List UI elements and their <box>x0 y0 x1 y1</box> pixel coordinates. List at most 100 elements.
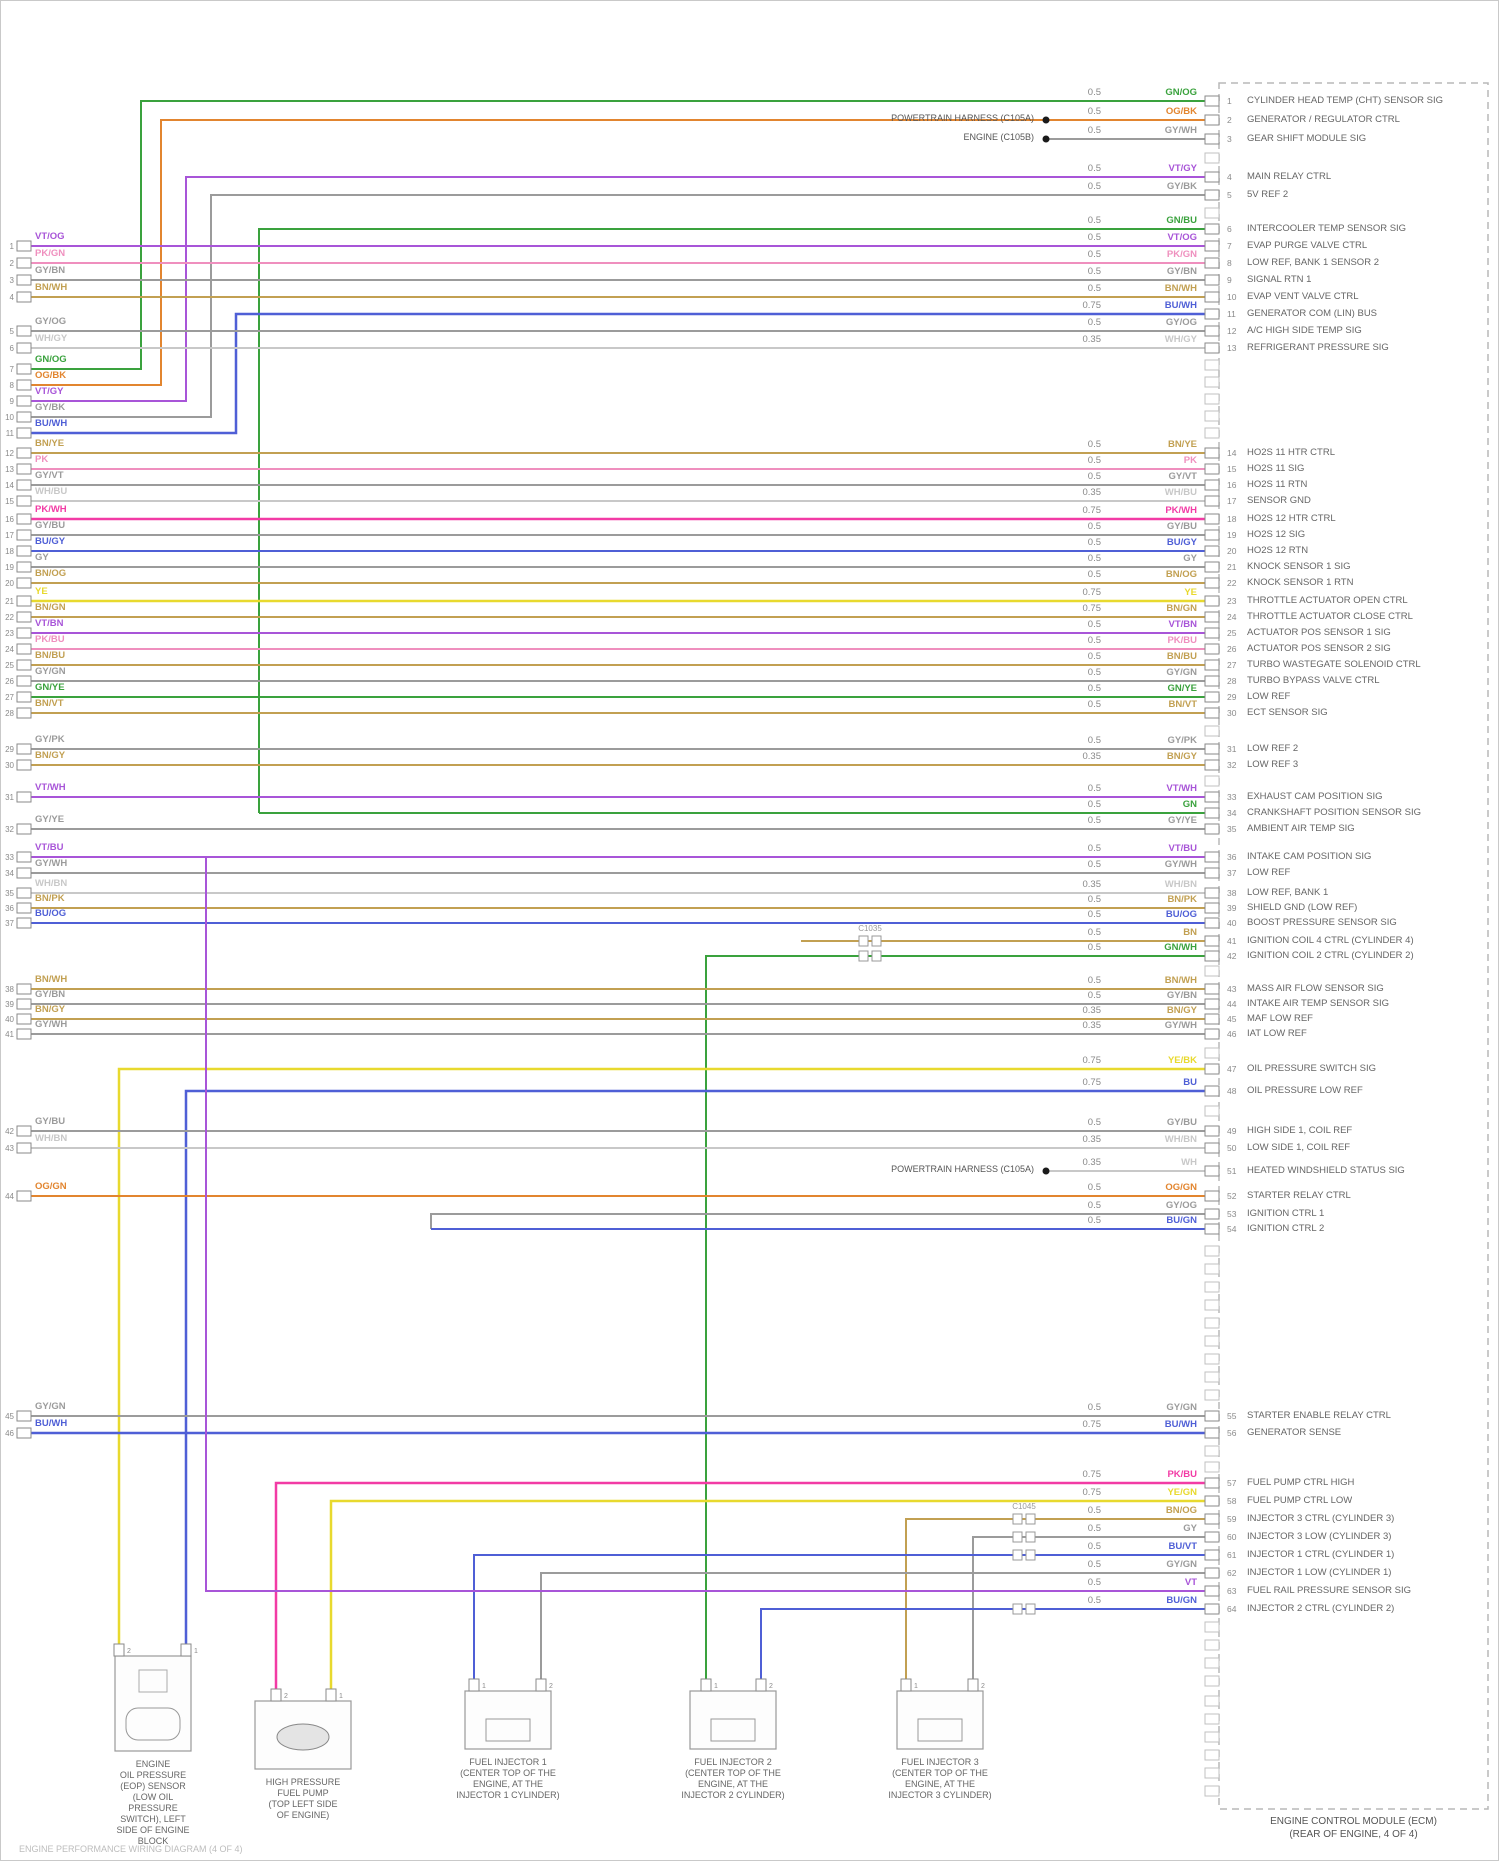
fuel-injector-1-caption: FUEL INJECTOR 1 (CENTER TOP OF THE ENGIN… <box>456 1757 560 1800</box>
eop-sensor-inner <box>138 1669 168 1693</box>
wire-gauge-label: 0.5 <box>1087 990 1101 1001</box>
ecm-pin <box>1204 95 1220 107</box>
pin-function-label: CYLINDER HEAD TEMP (CHT) SENSOR SIG <box>1247 95 1444 106</box>
ecm-spare-pin <box>1204 1353 1220 1365</box>
stub-wire-code-label: BN/VT <box>35 698 64 709</box>
stub-wire-code-label: GY/BK <box>35 402 66 413</box>
wire <box>430 1213 1205 1229</box>
ecm-pin-number: 62 <box>1227 1568 1237 1578</box>
pin-function-label: EXHAUST CAM POSITION SIG <box>1247 791 1383 802</box>
stub-wire-code-label: VT/BN <box>35 618 64 629</box>
hp-fuel-pump-element <box>276 1723 330 1751</box>
ecm-spare-pin <box>1204 410 1220 422</box>
wire-code-label: WH <box>1181 1157 1197 1168</box>
wire-gauge-label: 0.75 <box>1082 300 1102 311</box>
ecm-pin <box>1204 707 1220 719</box>
stub-wire-code-label: GY/VT <box>35 470 64 481</box>
stub-pin-number: 46 <box>5 1429 14 1438</box>
pin-function-label: MAIN RELAY CTRL <box>1247 171 1332 182</box>
wire-code-label: GY/GN <box>1166 667 1197 678</box>
harness-stub-pin <box>16 479 32 491</box>
ecm-pin <box>1204 867 1220 879</box>
wire-gauge-label: 0.5 <box>1087 439 1101 450</box>
pin-function-label: STARTER ENABLE RELAY CTRL <box>1247 1410 1391 1421</box>
stub-wire-code-label: BN/GY <box>35 1004 66 1015</box>
pin-function-label: GEAR SHIFT MODULE SIG <box>1247 133 1367 144</box>
stub-pin-number: 14 <box>5 481 14 490</box>
wire-code-label: PK <box>1183 455 1197 466</box>
pin-function-label: HO2S 11 RTN <box>1247 479 1308 490</box>
fuel-injector-1-pin <box>468 1678 480 1692</box>
wire-gauge-label: 0.5 <box>1087 667 1101 678</box>
stub-wire-code-label: PK/BU <box>35 634 65 645</box>
fuel-injector-3-caption: FUEL INJECTOR 3 (CENTER TOP OF THE ENGIN… <box>888 1757 992 1800</box>
wire-code-label: BN/WH <box>1164 283 1197 294</box>
ecm-pin-number: 28 <box>1227 676 1237 686</box>
wire-code-label: GN/WH <box>1164 942 1197 953</box>
ecm-pin <box>1204 851 1220 863</box>
pin-function-label: ACTUATOR POS SENSOR 1 SIG <box>1247 627 1391 638</box>
ecm-pin <box>1204 595 1220 607</box>
ecm-pin <box>1204 983 1220 995</box>
harness-stub-pin <box>16 395 32 407</box>
pin-function-label: INJECTOR 1 LOW (CYLINDER 1) <box>1247 1567 1392 1578</box>
wire <box>31 194 1205 418</box>
stub-wire-code-label: BN/YE <box>35 438 65 449</box>
wire-code-label: YE/BK <box>1167 1055 1197 1066</box>
fuel-injector-3-pin <box>967 1678 979 1692</box>
stub-wire-code-label: GY/BU <box>35 1116 66 1127</box>
stub-wire-code-label: GY/PK <box>35 734 65 745</box>
stub-pin-number: 6 <box>10 344 15 353</box>
stub-wire-code-label: GY/WH <box>35 1019 68 1030</box>
wire-code-label: GY/WH <box>1164 1020 1197 1031</box>
ecm-pin-number: 64 <box>1227 1604 1237 1614</box>
harness-stub-pin <box>16 595 32 607</box>
ecm-spare-pin <box>1204 1245 1220 1257</box>
stub-pin-number: 44 <box>5 1192 14 1201</box>
harness-stub-pin <box>16 998 32 1010</box>
inline-connector <box>1012 1513 1023 1525</box>
harness-stub-pin <box>16 545 32 557</box>
ecm-pin <box>1204 1223 1220 1235</box>
pin-function-label: LOW REF 3 <box>1247 759 1299 770</box>
wire-code-label: GY/BU <box>1166 521 1197 532</box>
stub-wire-code-label: GY/BU <box>35 520 66 531</box>
ecm-pin <box>1204 274 1220 286</box>
ecm-pin <box>1204 114 1220 126</box>
stub-pin-number: 12 <box>5 449 14 458</box>
inline-connector <box>1025 1603 1036 1615</box>
ecm-pin <box>1204 463 1220 475</box>
pin-function-label: KNOCK SENSOR 1 SIG <box>1247 561 1351 572</box>
ecm-pin <box>1204 887 1220 899</box>
wire-code-label: WH/BN <box>1164 1134 1197 1145</box>
wire-code-label: GY/BU <box>1166 1117 1197 1128</box>
stub-wire-code-label: BU/WH <box>35 1418 68 1429</box>
wire-gauge-label: 0.5 <box>1087 471 1101 482</box>
wire-gauge-label: 0.5 <box>1087 1402 1101 1413</box>
wire-code-label: GY <box>1183 1523 1197 1534</box>
ecm-pin <box>1204 1427 1220 1439</box>
ecm-pin-number: 59 <box>1227 1514 1237 1524</box>
ecm-pin-number: 7 <box>1227 241 1232 251</box>
stub-pin-number: 30 <box>5 761 14 770</box>
ecm-pin-number: 8 <box>1227 258 1232 268</box>
ecm-pin-number: 20 <box>1227 546 1237 556</box>
ecm-pin-number: 52 <box>1227 1191 1237 1201</box>
ecm-pin-number: 36 <box>1227 852 1237 862</box>
stub-pin-number: 45 <box>5 1412 14 1421</box>
wire-gauge-label: 0.5 <box>1087 894 1101 905</box>
ecm-pin <box>1204 133 1220 145</box>
ecm-spare-pin <box>1204 1767 1220 1779</box>
ecm-pin <box>1204 561 1220 573</box>
stub-wire-code-label: WH/GY <box>35 333 68 344</box>
stub-pin-number: 23 <box>5 629 14 638</box>
pin-function-label: FUEL PUMP CTRL LOW <box>1247 1495 1353 1506</box>
ecm-pin <box>1204 189 1220 201</box>
stub-pin-number: 33 <box>5 853 14 862</box>
wire-gauge-label: 0.5 <box>1087 975 1101 986</box>
ecm-pin <box>1204 1410 1220 1422</box>
ecm-pin <box>1204 759 1220 771</box>
ecm-pin <box>1204 1028 1220 1040</box>
ecm-spare-pin <box>1204 725 1220 737</box>
